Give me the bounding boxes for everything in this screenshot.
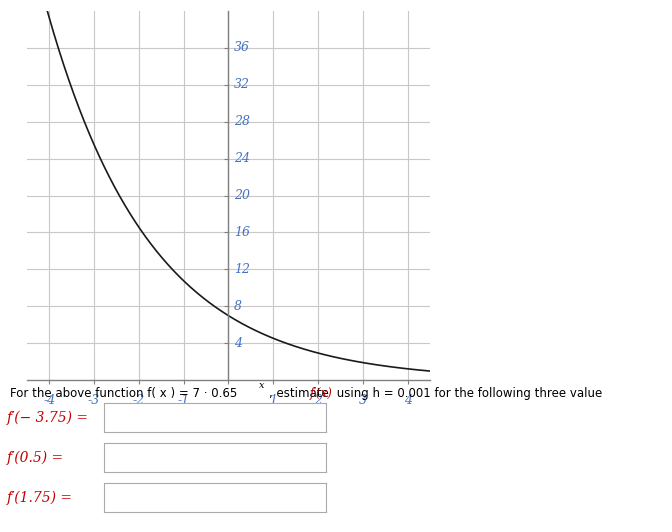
Text: f′(1.75) =: f′(1.75) = [7,490,73,505]
Text: 4: 4 [234,337,242,350]
Text: -4: -4 [43,394,55,407]
Text: 32: 32 [234,78,250,91]
Text: For the above function f( x ) = 7 · 0.65: For the above function f( x ) = 7 · 0.65 [10,387,237,400]
Text: 28: 28 [234,115,250,128]
Text: f′(0.5) =: f′(0.5) = [7,450,64,465]
Text: -3: -3 [88,394,100,407]
Text: 36: 36 [234,41,250,54]
Text: 20: 20 [234,189,250,202]
Text: 24: 24 [234,152,250,165]
Text: -2: -2 [133,394,145,407]
Text: , estimate: , estimate [269,387,332,400]
Text: 4: 4 [404,394,412,407]
Text: 1: 1 [269,394,278,407]
Text: f′(− 3.75) =: f′(− 3.75) = [7,410,89,425]
Text: 8: 8 [234,300,242,313]
Text: -1: -1 [177,394,190,407]
Text: 16: 16 [234,226,250,239]
Text: 12: 12 [234,263,250,276]
Text: f′(x): f′(x) [310,387,333,400]
Text: 3: 3 [359,394,367,407]
Text: 2: 2 [314,394,322,407]
Text: x: x [259,381,264,390]
Text: using h = 0.001 for the following three value: using h = 0.001 for the following three … [333,387,602,400]
